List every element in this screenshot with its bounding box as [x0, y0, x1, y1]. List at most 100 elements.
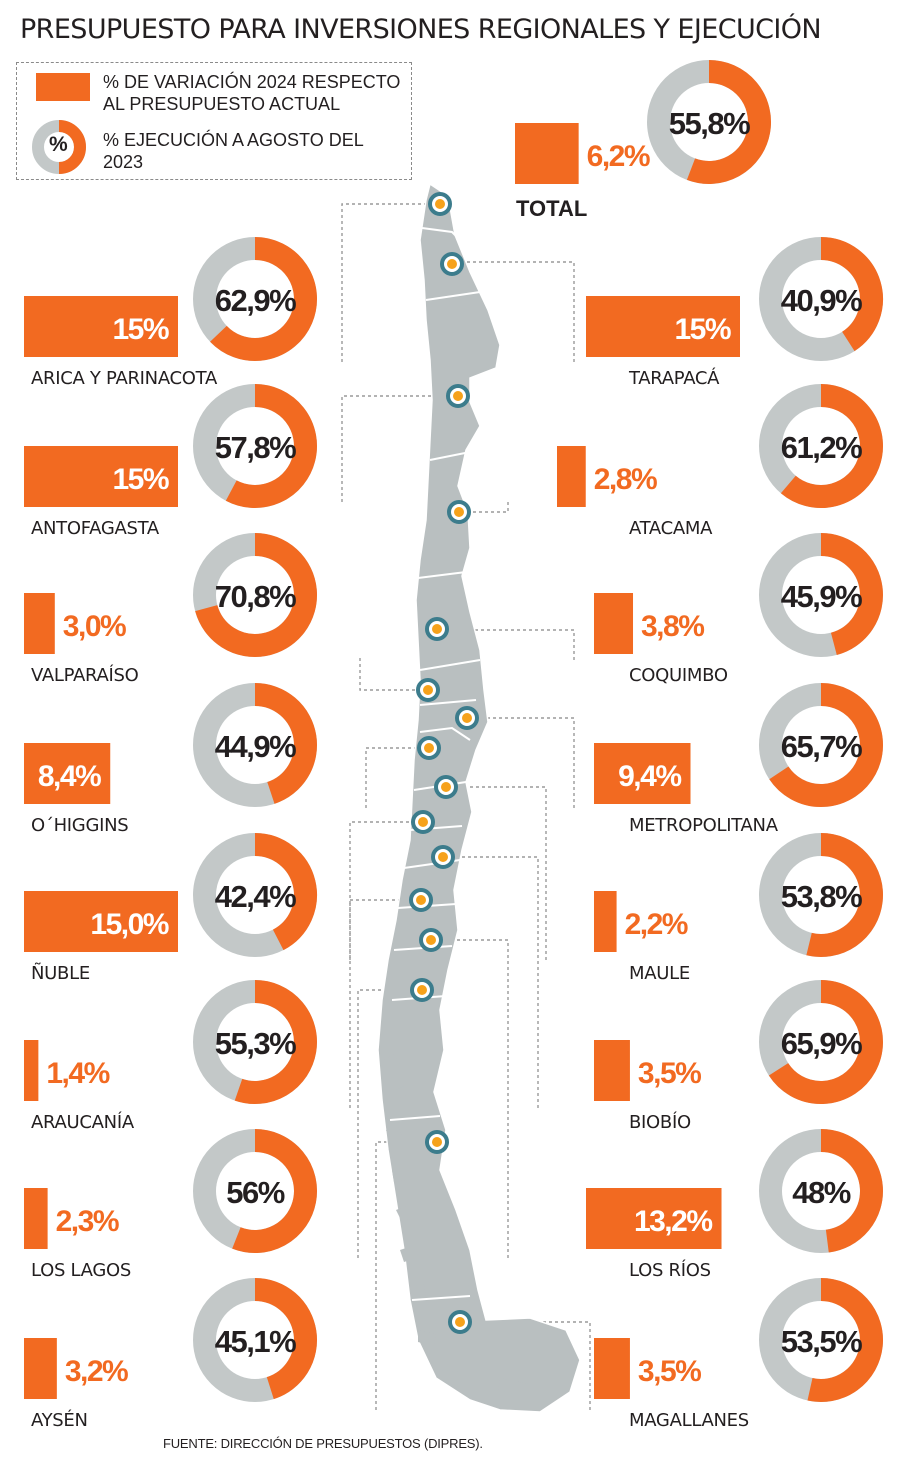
region-11-donut-value — [768, 980, 883, 1104]
region-13-bar-label: 13,2% — [634, 1205, 712, 1238]
region-1-name: TARAPACÁ — [628, 367, 720, 389]
region-10-donut-value — [234, 980, 317, 1104]
region-5-bar-label: 3,8% — [641, 610, 704, 643]
region-11-donut-label: 65,9% — [781, 1026, 862, 1061]
region-9-name: MAULE — [629, 963, 690, 984]
region-4-donut-value — [195, 533, 317, 657]
map-marker-dot-3 — [454, 507, 464, 517]
region-2-bar — [24, 446, 178, 507]
region-6-name: O´HIGGINS — [31, 815, 128, 836]
region-1-bar-label: 15% — [674, 313, 730, 346]
region-2-name: ANTOFAGASTA — [31, 518, 160, 539]
map-marker-dot-0 — [435, 199, 445, 209]
map-marker-dot-4 — [432, 624, 442, 634]
region-1-donut-value — [820, 237, 883, 352]
map-marker-dot-7 — [424, 743, 434, 753]
region-4-donut-label: 70,8% — [215, 579, 296, 614]
map-marker-dot-14 — [432, 1137, 442, 1147]
total-bar-label: 6,2% — [587, 140, 650, 173]
region-13-donut-value — [820, 1129, 883, 1253]
region-0-bar-label: 15% — [112, 313, 168, 346]
region-12-bar-label: 2,3% — [56, 1205, 119, 1238]
region-15-name: MAGALLANES — [629, 1410, 749, 1431]
region-12-donut-label: 56% — [226, 1175, 284, 1210]
map-marker-dot-13 — [417, 985, 427, 995]
region-11-bar — [594, 1040, 630, 1101]
region-8-donut-label: 42,4% — [215, 879, 296, 914]
region-15-bar — [594, 1338, 630, 1399]
region-8-donut-value — [254, 833, 317, 951]
region-7-bar — [594, 743, 691, 804]
region-0-bar — [24, 296, 178, 357]
map-marker-dot-1 — [447, 259, 457, 269]
region-9-donut-value — [806, 833, 883, 957]
legend-donut-label: % EJECUCIÓN A AGOSTO DEL 2023 — [103, 130, 364, 172]
region-3-donut-value — [780, 384, 883, 508]
region-3-name: ATACAMA — [629, 518, 713, 539]
region-10-bar — [24, 1040, 39, 1101]
region-14-name: AYSÉN — [31, 1409, 88, 1431]
region-15-donut-label: 53,5% — [781, 1324, 862, 1359]
region-4-bar-label: 3,0% — [63, 610, 126, 643]
legend-donut-symbol: % — [49, 133, 68, 156]
map-marker-dot-5 — [423, 685, 433, 695]
region-5-name: COQUIMBO — [629, 665, 728, 686]
region-9-bar — [594, 891, 617, 952]
map-marker-dot-15 — [455, 1317, 465, 1327]
map-marker-dot-10 — [438, 852, 448, 862]
region-6-bar — [24, 743, 111, 804]
region-5-donut-value — [820, 533, 883, 655]
total-bar — [515, 123, 579, 184]
region-14-bar-label: 3,2% — [65, 1355, 128, 1388]
region-7-name: METROPOLITANA — [629, 815, 779, 836]
region-3-bar — [557, 446, 586, 507]
region-12-name: LOS LAGOS — [31, 1260, 131, 1281]
map-marker-dot-9 — [418, 817, 428, 827]
legend-donut-swatch — [32, 120, 86, 174]
region-3-bar-label: 2,8% — [594, 463, 657, 496]
region-4-bar — [24, 593, 55, 654]
region-2-donut-label: 57,8% — [215, 430, 296, 465]
legend-bar-label: % DE VARIACIÓN 2024 RESPECTO AL PRESUPUE… — [103, 72, 401, 114]
map-marker-dot-2 — [453, 391, 463, 401]
map-marker-dot-11 — [416, 895, 426, 905]
region-5-donut-label: 45,9% — [781, 579, 862, 614]
region-0-name: ARICA Y PARINACOTA — [31, 368, 218, 389]
region-12-donut-value — [232, 1129, 317, 1253]
region-15-donut-value — [807, 1278, 883, 1402]
total-name: TOTAL — [516, 196, 587, 221]
region-7-donut-value — [769, 683, 883, 807]
region-15-bar-label: 3,5% — [638, 1355, 701, 1388]
region-0-donut-value — [210, 237, 317, 361]
map-islands — [384, 1054, 530, 1396]
region-0-donut-label: 62,9% — [215, 283, 296, 318]
legend-bar-swatch — [36, 73, 90, 101]
map-marker-dot-12 — [426, 935, 436, 945]
region-4-name: VALPARAÍSO — [31, 664, 139, 686]
legend: % DE VARIACIÓN 2024 RESPECTO AL PRESUPUE… — [16, 62, 412, 180]
region-9-bar-label: 2,2% — [625, 908, 688, 941]
region-13-bar — [586, 1188, 722, 1249]
region-7-donut-label: 65,7% — [781, 729, 862, 764]
region-5-bar — [594, 593, 634, 654]
region-14-donut-value — [254, 1278, 317, 1400]
region-8-name: ÑUBLE — [31, 962, 90, 984]
region-1-bar — [586, 296, 740, 357]
region-2-bar-label: 15% — [112, 463, 168, 496]
region-10-bar-label: 1,4% — [46, 1057, 109, 1090]
region-2-donut-value — [225, 384, 317, 508]
total-donut-label: 55,8% — [669, 106, 750, 141]
region-13-name: LOS RÍOS — [629, 1259, 711, 1281]
region-10-donut-label: 55,3% — [215, 1026, 296, 1061]
region-11-bar-label: 3,5% — [638, 1057, 701, 1090]
region-6-donut-value — [254, 683, 317, 804]
region-6-bar-label: 8,4% — [38, 760, 101, 793]
region-8-bar-label: 15,0% — [90, 908, 168, 941]
region-9-donut-label: 53,8% — [781, 879, 862, 914]
map-marker-dot-8 — [441, 782, 451, 792]
region-12-bar — [24, 1188, 48, 1249]
map-marker-dot-6 — [462, 713, 472, 723]
source-note: FUENTE: DIRECCIÓN DE PRESUPUESTOS (DIPRE… — [163, 1436, 483, 1451]
region-14-donut-label: 45,1% — [215, 1324, 296, 1359]
